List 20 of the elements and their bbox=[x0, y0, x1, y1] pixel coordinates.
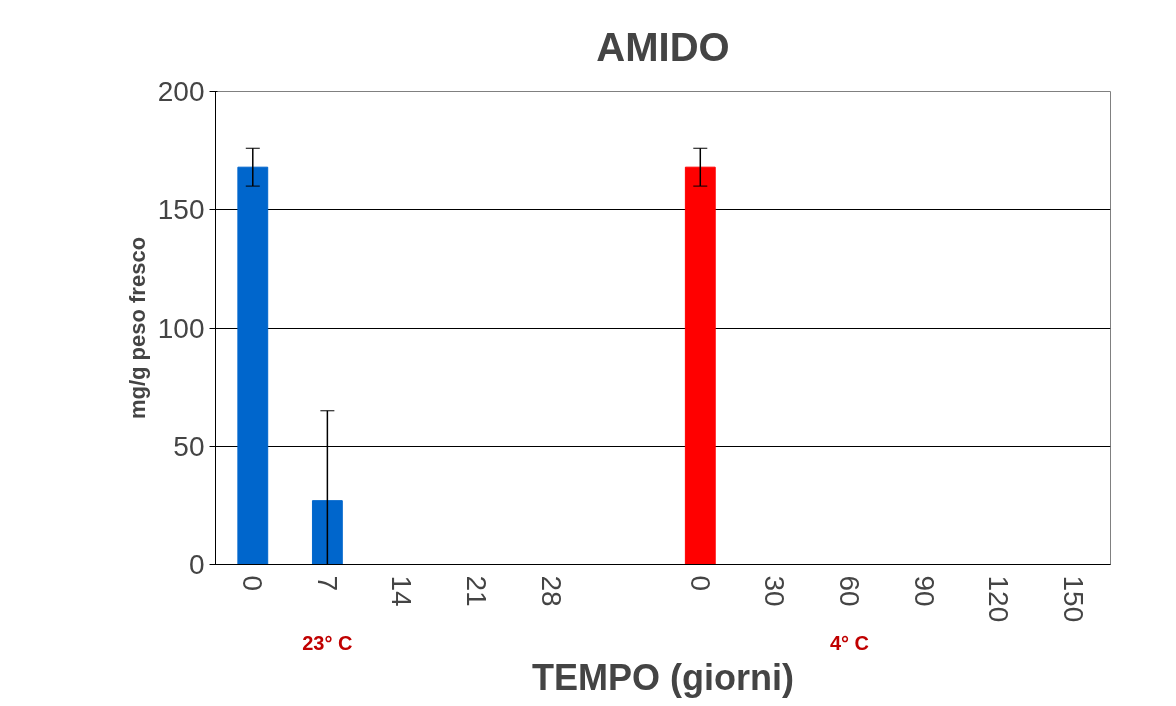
text: 4° C bbox=[829, 631, 870, 654]
x-tick-label: 150 bbox=[1057, 575, 1089, 623]
x-tick-label: 30 bbox=[759, 575, 791, 607]
x-tick-label: 14 bbox=[386, 575, 418, 607]
x-tick-label: 0 bbox=[237, 575, 269, 592]
text: 23° C bbox=[302, 631, 353, 654]
chart-title: AMIDO bbox=[596, 25, 730, 69]
y-axis-title: mg/g peso fresco bbox=[124, 236, 150, 420]
x-tick-label: 28 bbox=[535, 575, 567, 607]
x-tick-label: 120 bbox=[983, 575, 1015, 623]
y-tick-label: 50 bbox=[173, 430, 205, 462]
x-tick-label: 60 bbox=[833, 575, 865, 607]
x-axis-title: TEMPO (giorni) bbox=[532, 656, 794, 698]
x-tick-label: 0 bbox=[684, 575, 716, 592]
x-tick-label: 7 bbox=[311, 575, 343, 592]
x-tick-label: 90 bbox=[908, 575, 940, 607]
y-tick-label: 100 bbox=[157, 312, 205, 344]
y-tick-label: 150 bbox=[157, 194, 205, 226]
y-tick-label: 200 bbox=[157, 76, 205, 107]
x-tick-label: 21 bbox=[461, 575, 493, 607]
